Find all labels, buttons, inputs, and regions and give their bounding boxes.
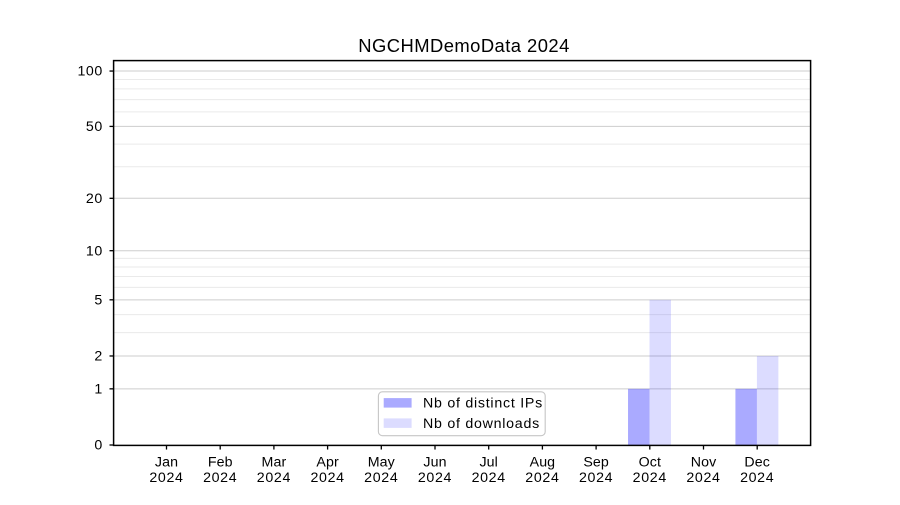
svg-text:20: 20 xyxy=(86,191,103,207)
svg-text:Apr: Apr xyxy=(316,455,339,471)
svg-text:2024: 2024 xyxy=(472,470,506,486)
svg-text:Nb of distinct IPs: Nb of distinct IPs xyxy=(423,396,543,412)
svg-text:Sep: Sep xyxy=(583,455,609,471)
svg-text:0: 0 xyxy=(94,438,102,454)
svg-text:May: May xyxy=(368,455,396,471)
svg-text:2024: 2024 xyxy=(203,470,237,486)
svg-text:5: 5 xyxy=(94,292,102,308)
svg-text:2024: 2024 xyxy=(149,470,183,486)
svg-text:100: 100 xyxy=(77,64,102,80)
svg-text:Nov: Nov xyxy=(691,455,717,471)
svg-text:Jan: Jan xyxy=(155,455,178,471)
svg-text:50: 50 xyxy=(86,119,103,135)
svg-text:2024: 2024 xyxy=(418,470,452,486)
svg-text:2024: 2024 xyxy=(740,470,774,486)
svg-text:Mar: Mar xyxy=(262,455,287,471)
svg-text:Aug: Aug xyxy=(530,455,556,471)
svg-text:2024: 2024 xyxy=(257,470,291,486)
svg-text:1: 1 xyxy=(94,381,102,397)
svg-text:2024: 2024 xyxy=(364,470,398,486)
svg-text:2024: 2024 xyxy=(686,470,720,486)
svg-text:Jul: Jul xyxy=(479,455,497,471)
svg-text:2: 2 xyxy=(94,349,102,365)
svg-text:Feb: Feb xyxy=(208,455,233,471)
svg-text:Oct: Oct xyxy=(639,455,661,471)
svg-text:2024: 2024 xyxy=(579,470,613,486)
svg-text:Nb of downloads: Nb of downloads xyxy=(423,416,540,432)
svg-text:2024: 2024 xyxy=(525,470,559,486)
svg-text:Dec: Dec xyxy=(744,455,770,471)
svg-text:2024: 2024 xyxy=(310,470,344,486)
svg-text:2024: 2024 xyxy=(633,470,667,486)
svg-text:NGCHMDemoData 2024: NGCHMDemoData 2024 xyxy=(358,35,570,56)
svg-text:Jun: Jun xyxy=(423,455,446,471)
svg-text:10: 10 xyxy=(86,243,103,259)
